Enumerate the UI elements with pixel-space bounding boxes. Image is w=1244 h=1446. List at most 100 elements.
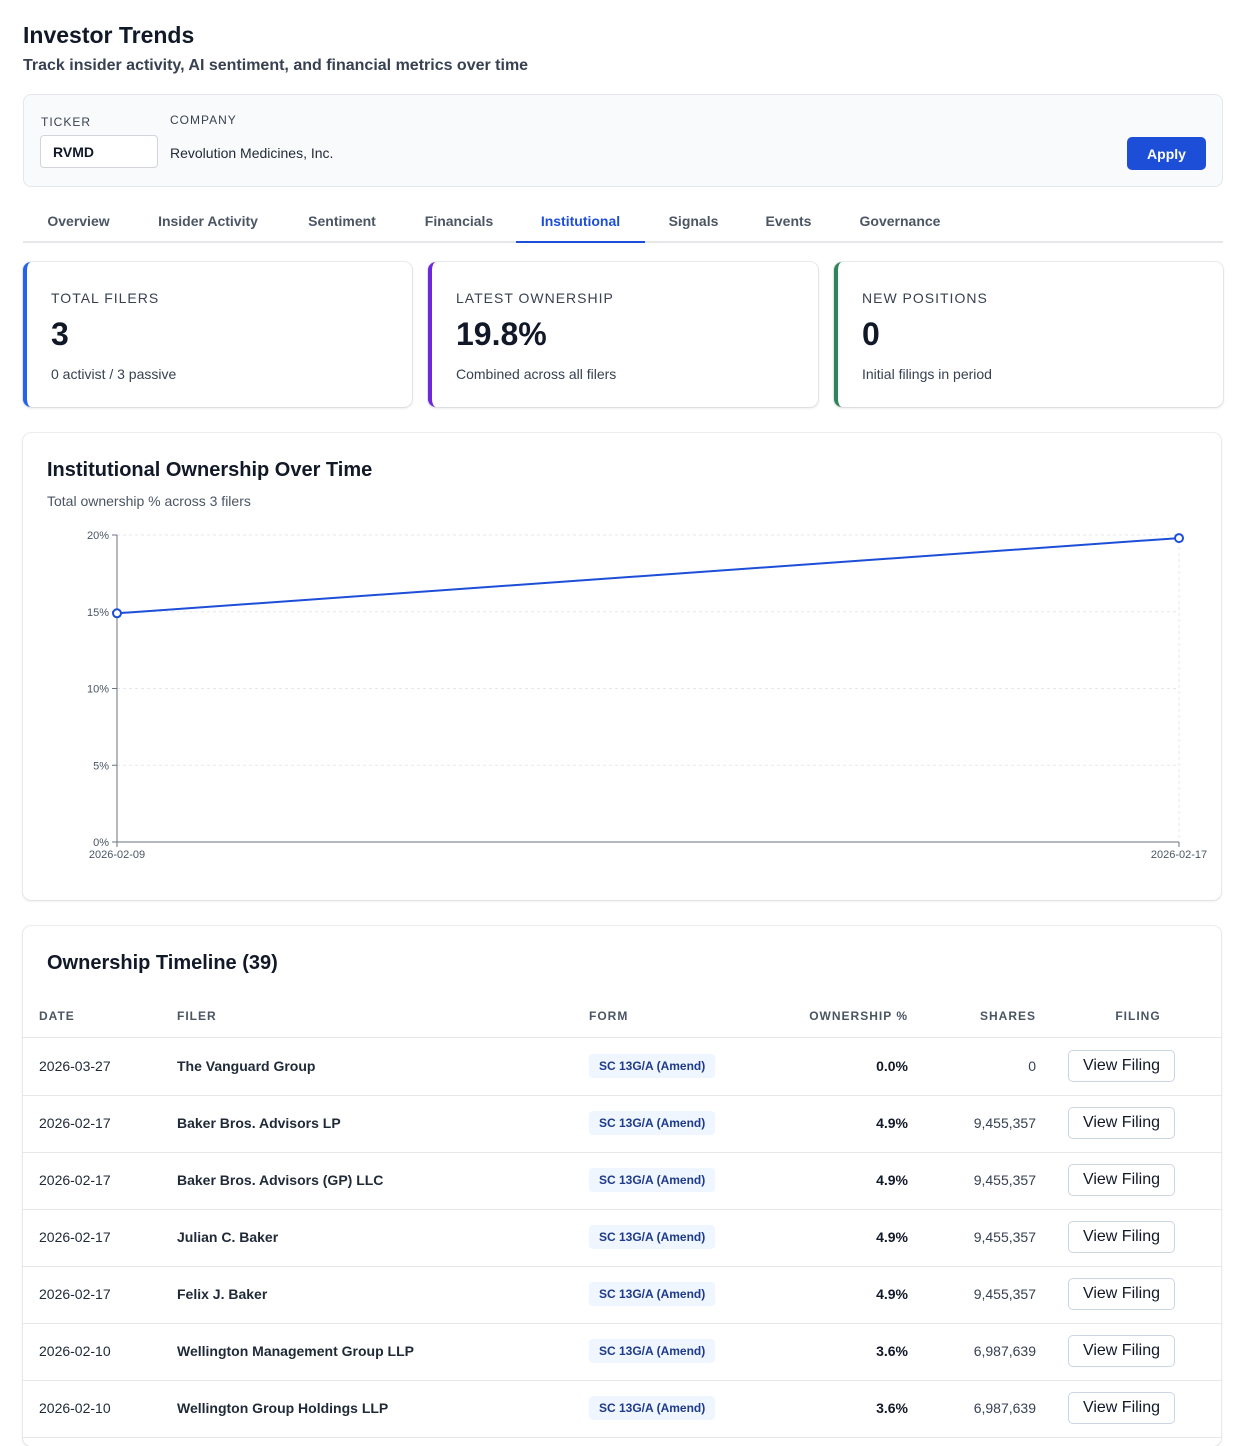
stat-value: 3 [51, 316, 69, 352]
stat-card-new-positions: NEW POSITIONS 0 Initial filings in perio… [834, 262, 1223, 407]
tab-overview[interactable]: Overview [47, 213, 110, 229]
view-filing-button[interactable]: View Filing [1068, 1392, 1175, 1424]
table-row: 2026-02-17 Felix J. Baker SC 13G/A (Amend)… [23, 1266, 1221, 1324]
series-line [116, 537, 1180, 615]
view-filing-button[interactable]: View Filing [1068, 1107, 1175, 1139]
row-filer: The Vanguard Group [177, 1058, 316, 1074]
row-filer: Wellington Management Group LLP [177, 1343, 414, 1359]
ownership-line-chart: 0% 5% 10% 15% 20% 2026-02-09 2026-02-17 [87, 530, 1207, 861]
x-tick-label: 2026-02-17 [1151, 849, 1207, 861]
ownership-chart-panel: Institutional Ownership Over Time Total … [23, 433, 1221, 900]
column-header-filing: FILING [1115, 1009, 1161, 1023]
ownership-timeline-panel: Ownership Timeline (39) DATE FILER FORM … [23, 926, 1221, 1446]
stat-card-total-filers: TOTAL FILERS 3 0 activist / 3 passive [23, 262, 412, 407]
row-date: 2026-02-10 [39, 1400, 111, 1416]
row-filer: Felix J. Baker [177, 1286, 268, 1302]
tab-bar: Overview Insider Activity Sentiment Fina… [23, 200, 1223, 243]
column-header-ownership: OWNERSHIP % [809, 1009, 908, 1023]
chart-title: Institutional Ownership Over Time [47, 459, 373, 481]
apply-button[interactable]: Apply [1127, 137, 1206, 170]
chart-subtitle: Total ownership % across 3 filers [47, 493, 251, 509]
view-filing-button[interactable]: View Filing [1068, 1221, 1175, 1253]
company-value: Revolution Medicines, Inc. [170, 145, 334, 161]
row-date: 2026-02-17 [39, 1172, 111, 1188]
column-header-shares: SHARES [979, 1009, 1036, 1023]
stat-value: 19.8% [456, 316, 547, 352]
tab-institutional[interactable]: Institutional [516, 200, 645, 243]
tab-events[interactable]: Events [765, 213, 812, 229]
y-tick-label: 0% [93, 837, 109, 849]
row-ownership-pct: 4.9% [876, 1286, 908, 1302]
table-row: 2026-03-27 The Vanguard Group SC 13G/A (Am… [23, 1038, 1221, 1096]
row-date: 2026-02-17 [39, 1229, 111, 1245]
table-row: 2026-02-10 Wellington Group Holdings LLP S… [23, 1380, 1221, 1438]
row-filer: Wellington Group Holdings LLP [177, 1400, 389, 1416]
column-header-form: FORM [589, 1009, 629, 1023]
row-filer: Julian C. Baker [177, 1229, 279, 1245]
tab-financials[interactable]: Financials [424, 213, 494, 229]
row-date: 2026-02-17 [39, 1115, 111, 1131]
row-ownership-pct: 4.9% [876, 1115, 908, 1131]
form-badge: SC 13G/A (Amend) [589, 1054, 716, 1078]
form-badge: SC 13G/A (Amend) [589, 1282, 716, 1306]
row-date: 2026-03-27 [39, 1058, 111, 1074]
row-shares: 0 [1028, 1058, 1036, 1074]
table-row: 2026-02-17 Julian C. Baker SC 13G/A (Amend… [23, 1209, 1221, 1267]
row-filer: Baker Bros. Advisors LP [177, 1115, 341, 1131]
row-shares: 9,455,357 [973, 1229, 1036, 1245]
stat-note: 0 activist / 3 passive [51, 366, 177, 382]
row-shares: 6,987,639 [973, 1343, 1036, 1359]
table-header-divider [23, 1037, 1221, 1038]
stat-note: Initial filings in period [862, 366, 992, 382]
y-tick-label: 15% [87, 607, 109, 619]
y-tick-label: 20% [87, 530, 109, 542]
stat-label: LATEST OWNERSHIP [456, 290, 614, 306]
data-point [1174, 533, 1184, 544]
row-shares: 6,987,639 [973, 1400, 1036, 1416]
page-subtitle: Track insider activity, AI sentiment, an… [23, 57, 529, 74]
row-filer: Baker Bros. Advisors (GP) LLC [177, 1172, 384, 1188]
row-ownership-pct: 4.9% [876, 1172, 908, 1188]
row-ownership-pct: 4.9% [876, 1229, 908, 1245]
row-ownership-pct: 3.6% [876, 1343, 908, 1359]
table-row: 2026-02-10 Wellington Management Group LL… [23, 1323, 1221, 1381]
page-title: Investor Trends [23, 22, 195, 48]
form-badge: SC 13G/A (Amend) [589, 1225, 716, 1249]
form-badge: SC 13G/A (Amend) [589, 1111, 716, 1135]
view-filing-button[interactable]: View Filing [1068, 1335, 1175, 1367]
column-header-filer: FILER [177, 1009, 217, 1023]
ticker-label: TICKER [41, 115, 92, 129]
row-date: 2026-02-10 [39, 1343, 111, 1359]
table-row: 2026-02-17 Baker Bros. Advisors (GP) LLC S… [23, 1152, 1221, 1210]
row-shares: 9,455,357 [973, 1286, 1036, 1302]
form-badge: SC 13G/A (Amend) [589, 1396, 716, 1420]
row-shares: 9,455,357 [973, 1172, 1036, 1188]
tab-governance[interactable]: Governance [859, 213, 941, 229]
row-ownership-pct: 3.6% [876, 1400, 908, 1416]
y-tick-label: 5% [93, 760, 109, 772]
stat-label: TOTAL FILERS [51, 290, 160, 306]
column-header-date: DATE [39, 1009, 75, 1023]
filter-bar: TICKER COMPANY Revolution Medicines, Inc… [23, 94, 1223, 187]
stat-value: 0 [862, 316, 880, 352]
y-tick-label: 10% [87, 684, 109, 696]
stat-note: Combined across all filers [456, 366, 617, 382]
stat-card-latest-ownership: LATEST OWNERSHIP 19.8% Combined across a… [428, 262, 818, 407]
tab-sentiment[interactable]: Sentiment [308, 213, 376, 229]
ticker-input[interactable] [40, 135, 158, 168]
stat-label: NEW POSITIONS [862, 290, 988, 306]
form-badge: SC 13G/A (Amend) [589, 1168, 716, 1192]
timeline-title: Ownership Timeline (39) [47, 952, 278, 974]
view-filing-button[interactable]: View Filing [1068, 1164, 1175, 1196]
row-shares: 9,455,357 [973, 1115, 1036, 1131]
tab-insider-activity[interactable]: Insider Activity [158, 213, 258, 229]
row-ownership-pct: 0.0% [876, 1058, 908, 1074]
table-row: 2026-02-17 Baker Bros. Advisors LP SC 13G/… [23, 1095, 1221, 1153]
view-filing-button[interactable]: View Filing [1068, 1278, 1175, 1310]
data-point [112, 608, 122, 619]
tab-signals[interactable]: Signals [668, 213, 719, 229]
company-label: COMPANY [170, 113, 237, 127]
form-badge: SC 13G/A (Amend) [589, 1339, 716, 1363]
x-tick-label: 2026-02-09 [89, 849, 145, 861]
view-filing-button[interactable]: View Filing [1068, 1050, 1175, 1082]
